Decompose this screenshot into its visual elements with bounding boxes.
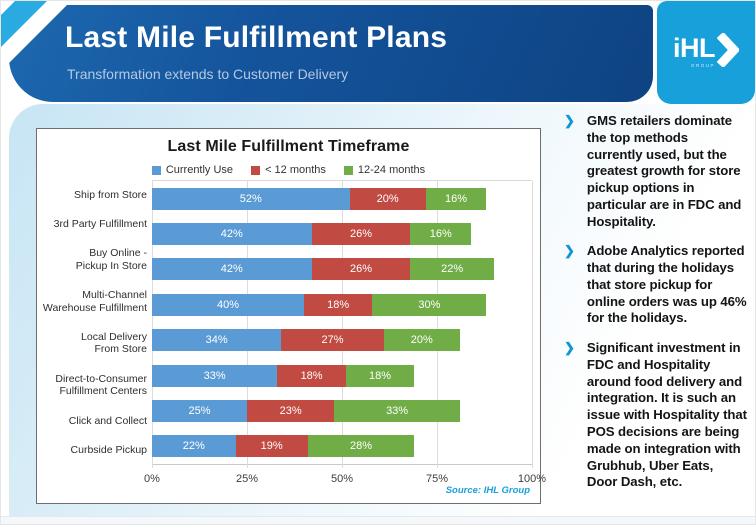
bottom-strip — [1, 516, 755, 524]
x-tick-label: 75% — [425, 473, 449, 485]
bar-segment: 16% — [410, 223, 472, 246]
bar-row: 22% 19% 28% — [152, 435, 532, 458]
legend-item: < 12 months — [251, 164, 326, 176]
x-axis: 0% 25% 50% 75% 100% — [144, 473, 546, 487]
category-label: Multi-Channel Warehouse Fulfillment — [42, 289, 147, 314]
bar-segment: 22% — [152, 435, 236, 458]
category-label: 3rd Party Fulfillment — [53, 217, 147, 230]
bar-segment: 22% — [410, 258, 494, 281]
bar-segment: 40% — [152, 293, 304, 316]
legend-swatch — [251, 165, 261, 175]
x-tick-label: 100% — [517, 473, 547, 485]
x-tick-label: 25% — [235, 473, 259, 485]
legend-swatch — [343, 165, 353, 175]
source-credit: Source: IHL Group — [445, 485, 530, 496]
bar-row: 34% 27% 20% — [152, 329, 532, 352]
category-label: Ship from Store — [74, 188, 147, 201]
ihl-logo-text: iHL — [673, 33, 716, 63]
chevron-right-icon — [717, 33, 739, 67]
bar-segment: 19% — [235, 435, 308, 458]
category-label: Buy Online - Pickup In Store — [75, 247, 147, 272]
legend-label: < 12 months — [265, 164, 326, 176]
legend-item: Currently Use — [151, 164, 234, 176]
bar-segment: 18% — [304, 293, 373, 316]
bullet-text: Adobe Analytics reported that during the… — [586, 243, 747, 326]
bar-row: 52% 20% 16% — [152, 187, 532, 210]
bar-segment: 27% — [281, 329, 384, 352]
bullet-chevron-icon: ❯ — [564, 340, 575, 356]
bar-segment: 52% — [152, 187, 350, 210]
bullet-text: Significant investment in FDC and Hospit… — [586, 340, 747, 490]
bar-segment: 25% — [152, 399, 247, 422]
chart-legend: Currently Use < 12 months 12-24 months — [37, 164, 540, 176]
bar-segment: 23% — [247, 399, 335, 422]
gridline — [532, 181, 533, 468]
bar-segment: 26% — [311, 223, 411, 246]
bar-row: 42% 26% 16% — [152, 223, 532, 246]
bar-segment: 33% — [152, 364, 278, 387]
bullet-text: GMS retailers dominate the top methods c… — [586, 113, 742, 229]
header-banner: Last Mile Fulfillment Plans Transformati… — [9, 5, 653, 102]
bullet-item: ❯ Significant investment in FDC and Hosp… — [564, 340, 754, 491]
gridline — [152, 181, 153, 468]
category-labels: Ship from Store 3rd Party Fulfillment Buy … — [41, 180, 147, 465]
bullet-item: ❯ Adobe Analytics reported that during t… — [564, 243, 754, 327]
bar-segment: 18% — [345, 364, 415, 387]
sidebar-notes: ❯ GMS retailers dominate the top methods… — [564, 113, 754, 504]
bullet-chevron-icon: ❯ — [564, 243, 575, 259]
page-title: Last Mile Fulfillment Plans — [65, 21, 448, 54]
bar-segment: 16% — [425, 187, 487, 210]
legend-label: 12-24 months — [357, 164, 426, 176]
gridline — [437, 181, 438, 468]
chart-title: Last Mile Fulfillment Timeframe — [167, 138, 410, 155]
gridline — [342, 181, 343, 468]
x-tick-label: 0% — [144, 473, 160, 485]
bar-segment: 20% — [383, 329, 460, 352]
category-label: Direct-to-Consumer Fulfillment Centers — [55, 372, 147, 398]
category-label: Curbside Pickup — [70, 444, 147, 457]
legend-item: 12-24 months — [343, 164, 426, 176]
ihl-logo-subtext: GROUP — [690, 63, 715, 68]
legend-swatch — [151, 165, 161, 175]
category-label: Local Delivery From Store — [81, 331, 147, 356]
bar-segment: 42% — [152, 258, 312, 281]
category-label: Click and Collect — [68, 414, 147, 427]
chart-panel: Last Mile Fulfillment Timeframe Currentl… — [36, 128, 546, 504]
bar-segment: 34% — [152, 329, 282, 352]
bar-row: 42% 26% 22% — [152, 258, 532, 281]
bar-segment: 18% — [277, 364, 346, 387]
bar-segment: 28% — [307, 435, 415, 458]
bar-segment: 33% — [334, 399, 460, 422]
ihl-logo: iHL GROUP — [657, 1, 755, 104]
bar-row: 33% 18% 18% — [152, 364, 532, 387]
bullet-chevron-icon: ❯ — [564, 113, 575, 128]
bullet-item: ❯ GMS retailers dominate the top methods… — [564, 113, 754, 230]
bar-row: 40% 18% 30% — [152, 293, 532, 316]
bar-segment: 26% — [311, 258, 411, 281]
x-tick-label: 50% — [330, 473, 354, 485]
page-subtitle: Transformation extends to Customer Deliv… — [67, 66, 349, 82]
plot-area: 52% 20% 16% 42% 26% 16% 42% 26% 22% 40% 18% 30% 34% 2… — [152, 180, 533, 468]
legend-label: Currently Use — [165, 164, 234, 176]
bar-segment: 20% — [349, 187, 426, 210]
bar-row: 25% 23% 33% — [152, 399, 532, 422]
gridline — [247, 181, 248, 468]
bar-rows: 52% 20% 16% 42% 26% 16% 42% 26% 22% 40% 18% 30% 34% 2… — [152, 181, 532, 464]
bar-segment: 30% — [372, 293, 487, 316]
bar-segment: 42% — [152, 223, 312, 246]
